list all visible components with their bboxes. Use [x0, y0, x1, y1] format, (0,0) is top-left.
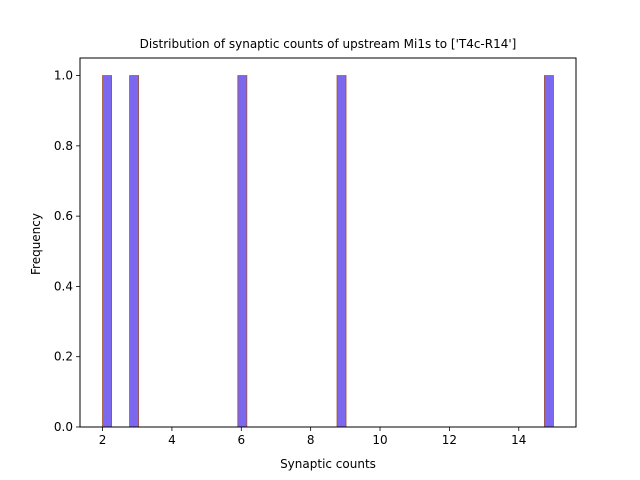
x-tick-label-10: 10 — [372, 433, 387, 447]
histogram-bar-4 — [336, 75, 347, 428]
x-tick-label-2: 2 — [99, 433, 107, 447]
histogram-bar-1 — [102, 75, 112, 428]
chart-title: Distribution of synaptic counts of upstr… — [140, 37, 517, 51]
histogram-bar-3 — [237, 75, 248, 428]
y-tick-label-0.4: 0.4 — [54, 279, 73, 293]
x-tick-label-12: 12 — [442, 433, 457, 447]
plot-area: 2 4 6 8 10 12 14 0.0 0.2 0.4 0.6 0.8 1.0 — [54, 57, 577, 447]
y-tick-label-0.6: 0.6 — [54, 209, 73, 223]
histogram-bar-2 — [129, 75, 140, 428]
y-tick-label-1.0: 1.0 — [54, 69, 73, 83]
x-tick-label-8: 8 — [307, 433, 315, 447]
y-tick-label-0.2: 0.2 — [54, 350, 73, 364]
y-axis-label: Frequency — [29, 213, 43, 275]
plot-frame — [79, 57, 577, 428]
histogram-bar-5 — [544, 75, 554, 428]
x-tick-label-4: 4 — [168, 433, 176, 447]
x-tick-label-14: 14 — [511, 433, 526, 447]
x-axis-label: Synaptic counts — [280, 457, 376, 471]
y-tick-label-0.0: 0.0 — [54, 420, 73, 434]
x-tick-label-6: 6 — [237, 433, 245, 447]
y-tick-label-0.8: 0.8 — [54, 139, 73, 153]
